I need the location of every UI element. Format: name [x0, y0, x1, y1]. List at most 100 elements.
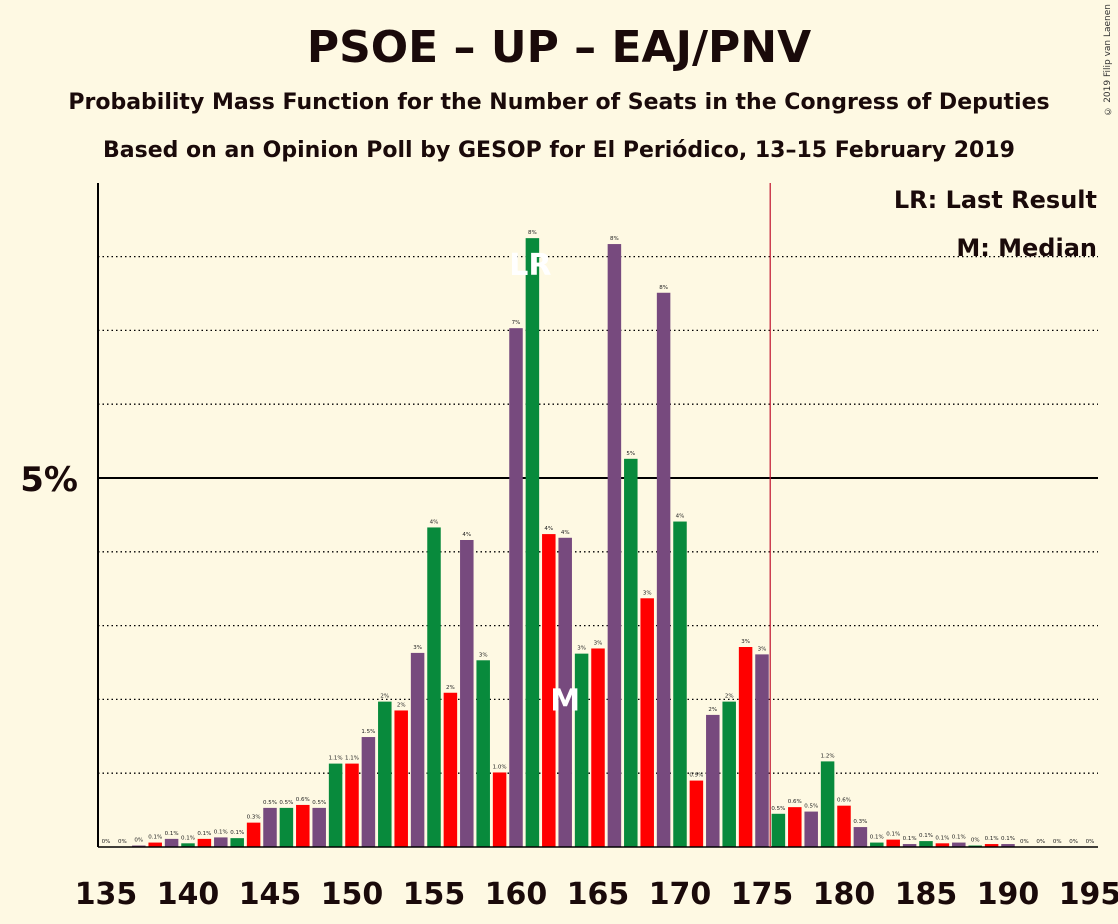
bar-label-159: 1.0% — [493, 764, 507, 770]
bar-label-176: 0.5% — [771, 806, 785, 812]
bar-154 — [410, 652, 425, 847]
bar-label-161: 8% — [528, 230, 537, 236]
bar-label-146: 0.5% — [279, 800, 293, 806]
bar-142 — [214, 837, 228, 847]
bar-187 — [952, 842, 966, 847]
axes-group: 5% 135 140 145 150 155 160 165 170 175 180 185 190 19… — [20, 183, 1118, 912]
bar-label-160: 7% — [512, 320, 521, 326]
bar-label-170: 4% — [676, 514, 685, 520]
bar-label-155: 4% — [430, 519, 439, 525]
bar-label-184: 0.1% — [903, 836, 917, 842]
bar-185 — [919, 841, 933, 847]
bar-label-194: 0% — [1069, 839, 1078, 845]
bar-144 — [246, 822, 261, 847]
bar-label-158: 3% — [479, 652, 488, 658]
bar-label-148: 0.5% — [312, 800, 326, 806]
bar-label-151: 1.5% — [361, 729, 375, 735]
bar-175 — [755, 654, 769, 847]
bar-156 — [443, 692, 458, 847]
bar-184 — [902, 844, 917, 847]
x-tick-label-140: 140 — [157, 877, 220, 912]
bar-label-190: 0.1% — [1001, 836, 1015, 842]
bar-172 — [706, 714, 720, 847]
bar-label-172: 2% — [708, 707, 717, 713]
bar-162 — [542, 534, 556, 847]
bar-155 — [427, 527, 441, 847]
bar-150 — [345, 763, 359, 847]
x-tick-label-135: 135 — [75, 877, 138, 912]
bar-label-179: 1.2% — [821, 753, 835, 759]
bar-189 — [984, 844, 999, 847]
bar-label-189: 0.1% — [985, 836, 999, 842]
bar-label-147: 0.6% — [296, 797, 310, 803]
bar-label-180: 0.6% — [837, 798, 851, 804]
x-tick-label-155: 155 — [403, 877, 466, 912]
bar-label-192: 0% — [1036, 839, 1045, 845]
bar-label-169: 8% — [659, 285, 668, 291]
bar-178 — [804, 811, 818, 847]
bar-label-144: 0.3% — [247, 815, 261, 821]
bar-169 — [656, 292, 671, 848]
bar-176 — [771, 813, 786, 847]
bar-173 — [722, 701, 736, 847]
x-tick-label-180: 180 — [813, 877, 876, 912]
x-tick-label-185: 185 — [895, 877, 958, 912]
x-tick-label-165: 165 — [567, 877, 630, 912]
bar-167 — [624, 458, 638, 847]
bar-label-164: 3% — [577, 646, 586, 652]
bar-140 — [181, 843, 195, 847]
bar-label-182: 0.1% — [870, 835, 884, 841]
bar-label-174: 3% — [741, 639, 750, 645]
y-tick-label: 5% — [20, 460, 78, 500]
markers-group: LR M — [509, 248, 580, 718]
bar-164 — [574, 653, 589, 847]
bar-161 — [525, 238, 540, 847]
bar-label-177: 0.6% — [788, 799, 802, 805]
bar-165 — [591, 648, 605, 847]
bar-label-188: 0% — [971, 838, 980, 844]
legend-median: M: Median — [956, 234, 1097, 262]
bar-171 — [689, 780, 704, 847]
x-tick-label-145: 145 — [239, 877, 302, 912]
bar-label-175: 3% — [758, 646, 767, 652]
bar-186 — [935, 843, 950, 847]
bar-label-166: 8% — [610, 236, 619, 242]
bar-label-185: 0.1% — [919, 833, 933, 839]
chart-subtitle: Probability Mass Function for the Number… — [68, 90, 1050, 115]
bar-label-183: 0.1% — [886, 832, 900, 838]
bar-label-191: 0% — [1020, 839, 1029, 845]
bar-label-193: 0% — [1053, 839, 1062, 845]
bar-label-168: 3% — [643, 590, 652, 596]
bar-label-141: 0.1% — [197, 831, 211, 837]
last-result-marker: LR — [509, 248, 551, 283]
bar-182 — [870, 842, 884, 847]
bar-label-135: 0% — [102, 839, 111, 845]
bar-147 — [296, 804, 310, 847]
bar-label-163: 4% — [561, 530, 570, 536]
bar-181 — [853, 827, 868, 847]
bar-143 — [230, 838, 244, 847]
bar-label-137: 0% — [134, 838, 143, 844]
bar-141 — [197, 838, 212, 847]
bar-value-labels: 0% 0% 0% 0.1%0.1%0.1%0.1% 0.1% 0.1%0.3%0.5% 0.… — [102, 230, 1095, 845]
bar-label-178: 0.5% — [804, 804, 818, 810]
bar-158 — [476, 660, 490, 847]
chart-title: PSOE – UP – EAJ/PNV — [306, 22, 812, 73]
bar-146 — [279, 807, 294, 847]
bar-153 — [394, 710, 408, 847]
gridlines — [98, 255, 1098, 774]
bar-label-152: 2% — [380, 694, 389, 700]
bar-183 — [886, 839, 900, 847]
bar-label-157: 4% — [462, 532, 471, 538]
legend: LR: Last Result M: Median — [894, 186, 1097, 262]
bar-160 — [509, 328, 523, 847]
bar-label-140: 0.1% — [181, 835, 195, 841]
bar-159 — [492, 772, 507, 847]
bar-label-187: 0.1% — [952, 835, 966, 841]
bar-label-195: 0% — [1086, 839, 1095, 845]
bar-168 — [640, 598, 654, 847]
bar-177 — [788, 807, 802, 847]
bar-label-143: 0.1% — [230, 830, 244, 836]
chart-source-subtitle: Based on an Opinion Poll by GESOP for El… — [103, 138, 1015, 163]
bar-label-149: 1.1% — [329, 756, 343, 762]
